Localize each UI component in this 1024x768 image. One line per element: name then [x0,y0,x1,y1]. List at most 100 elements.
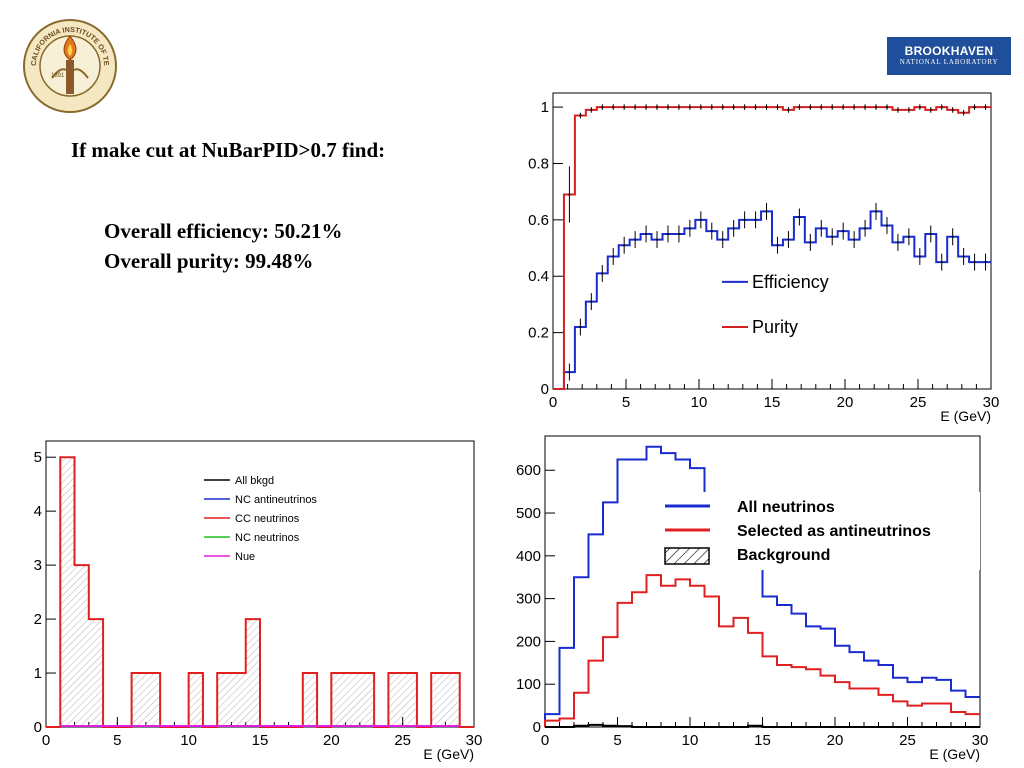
data-point [787,108,790,111]
data-point [710,230,713,233]
data-point [831,235,834,238]
y-tick-label: 3 [34,557,42,574]
y-tick-label: 5 [34,449,42,466]
y-tick-label: 0 [34,719,42,736]
hatch-bar [431,673,446,727]
data-point [853,238,856,241]
data-point [842,106,845,109]
x-tick-label: 10 [180,732,197,749]
legend-label: All bkgd [235,475,274,487]
y-tick-label: 0.4 [528,268,549,285]
data-point [590,108,593,111]
data-point [579,325,582,328]
data-point [896,108,899,111]
legend-label: All neutrinos [737,499,835,516]
legend-label: Nue [235,551,255,563]
data-point [907,235,910,238]
y-tick-label: 400 [516,548,541,565]
legend-label: Background [737,547,830,564]
data-point [656,238,659,241]
x-tick-label: 25 [910,394,927,411]
data-point [918,255,921,258]
data-point [688,106,691,109]
x-axis-label: E (GeV) [940,408,991,424]
data-point [721,238,724,241]
data-point [787,238,790,241]
legend-box [660,492,980,570]
data-point [831,106,834,109]
y-tick-label: 1 [34,665,42,682]
y-tick-label: 200 [516,633,541,650]
data-point [568,371,571,374]
x-tick-label: 10 [691,394,708,411]
data-point [645,106,648,109]
hatch-bar [74,565,89,727]
y-tick-label: 0 [533,719,541,736]
data-point [973,106,976,109]
data-point [634,106,637,109]
hatch-bar [331,673,346,727]
legend-label: Efficiency [752,272,829,292]
data-point [656,106,659,109]
legend-label: CC neutrinos [235,513,300,525]
data-point [666,232,669,235]
x-tick-label: 15 [252,732,269,749]
brookhaven-name: BROOKHAVEN [904,44,994,58]
data-point [951,108,954,111]
data-point [666,106,669,109]
data-point [677,106,680,109]
x-tick-label: 15 [764,394,781,411]
hatch-bar [131,673,146,727]
data-point [612,106,615,109]
data-point [645,232,648,235]
data-point [721,106,724,109]
hatch-bar [231,673,246,727]
hatch-bar [302,673,318,727]
data-point [885,224,888,227]
series-line-all-neutrinos [544,445,980,727]
y-tick-label: 100 [516,676,541,693]
y-tick-label: 0.2 [528,325,549,342]
data-point [962,255,965,258]
background-histogram: 0 5 10 15 20 25 30 0 1 2 3 4 5 E (GeV) All bkgd NC anti… [34,440,482,762]
data-point [809,241,812,244]
brookhaven-logo: BROOKHAVEN NATIONAL LABORATORY [887,37,1011,75]
data-point [754,106,757,109]
x-axis-label: E (GeV) [929,746,980,762]
data-point [962,111,965,114]
data-point [623,106,626,109]
legend-label: NC neutrinos [235,532,300,544]
cut-headline: If make cut at NuBarPID>0.7 find: [71,138,386,162]
legend-label: Selected as antineutrinos [737,523,931,540]
data-point [984,261,987,264]
y-tick-label: 1 [541,99,549,116]
data-point [798,216,801,219]
data-point [940,261,943,264]
hatch-bar [388,673,403,727]
data-point [918,106,921,109]
y-tick-label: 2 [34,611,42,628]
legend-swatch [664,547,710,565]
overall-efficiency: Overall efficiency: 50.21% [104,219,343,243]
data-point [776,244,779,247]
hatch-bar [345,673,360,727]
data-point [688,227,691,230]
hatch-bar [445,673,460,727]
data-point [623,244,626,247]
overall-stats: Overall efficiency: 50.21% Overall purit… [104,216,343,276]
data-point [743,218,746,221]
y-tick-label: 600 [516,462,541,479]
y-tick-label: 4 [34,503,42,520]
data-point [875,106,878,109]
hatch-bar [188,673,203,727]
y-tick-label: 0 [541,381,549,398]
hatch-bar [245,619,260,727]
y-tick-label: 0.6 [528,212,549,229]
data-point [929,108,932,111]
overall-purity: Overall purity: 99.48% [104,249,314,273]
data-point [951,235,954,238]
data-point [634,238,637,241]
hatch-bar [359,673,375,727]
data-point [864,227,867,230]
